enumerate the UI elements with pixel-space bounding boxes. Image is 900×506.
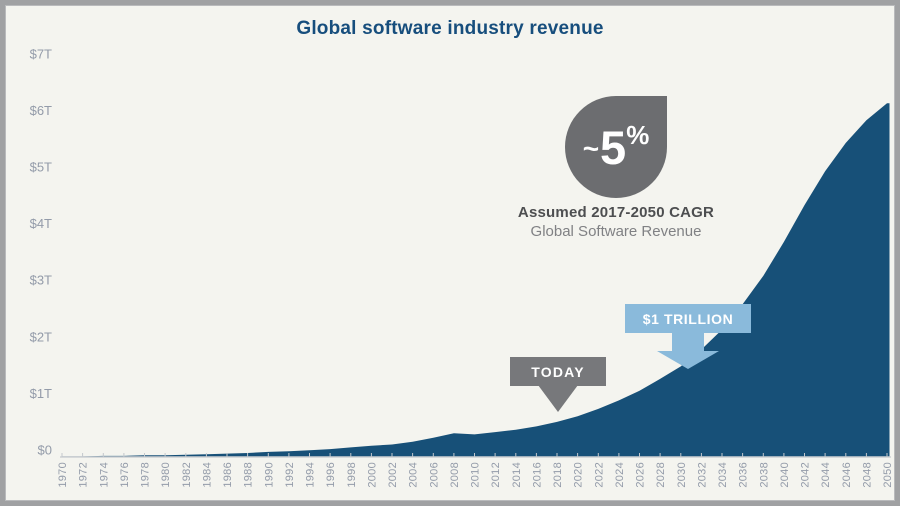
y-tick-label: $6T	[30, 103, 52, 118]
x-tick-label: 2022	[593, 462, 605, 488]
x-tick-label: 1974	[98, 462, 110, 488]
x-tick-label: 1982	[181, 462, 193, 488]
x-tick-label: 2030	[676, 462, 688, 488]
x-tick-label: 1988	[243, 462, 255, 488]
x-axis	[60, 453, 891, 458]
x-tick-label: 2004	[408, 462, 420, 488]
cagr-droplet-badge: ~5%	[565, 96, 667, 198]
x-tick-label: 2010	[470, 462, 482, 488]
x-tick-label: 2036	[738, 462, 750, 488]
cagr-percent-symbol: %	[626, 119, 650, 150]
y-tick-label: $5T	[30, 160, 52, 175]
x-tick-label: 2006	[428, 462, 440, 488]
x-tick-label: 1990	[263, 462, 275, 488]
area-series	[62, 103, 890, 458]
x-tick-label: 1984	[201, 462, 213, 488]
x-tick-label: 2044	[820, 462, 832, 488]
revenue-area-path	[62, 103, 890, 458]
cagr-caption-line1: Assumed 2017-2050 CAGR	[517, 204, 715, 221]
x-tick-label: 2026	[635, 462, 647, 488]
cagr-caption: Assumed 2017-2050 CAGR Global Software R…	[491, 204, 741, 240]
cagr-caption-line2: Global Software Revenue	[530, 223, 702, 240]
x-tick-label: 2038	[758, 462, 770, 488]
x-tick-label: 2012	[490, 462, 502, 488]
x-tick-label: 2014	[511, 462, 523, 488]
today-label: TODAY	[531, 363, 585, 380]
today-marker: TODAY	[510, 357, 606, 412]
x-tick-label: 1996	[325, 462, 337, 488]
x-tick-label: 2046	[841, 462, 853, 488]
x-tick-label: 2024	[614, 462, 626, 488]
revenue-area-chart: $0 $1T $2T $3T $4T $5T $6T $7T 1970 1972 1974 1976…	[30, 46, 894, 488]
trillion-label: $1 TRILLION	[642, 310, 734, 327]
x-tick-label: 2028	[655, 462, 667, 488]
y-tick-label: $2T	[30, 329, 52, 344]
x-tick-label: 2034	[717, 462, 729, 488]
y-tick-label: $7T	[30, 46, 52, 61]
x-axis-labels: 1970 1972 1974 1976 1978 1980 1982 1984 1986 1988…	[57, 462, 894, 488]
x-tick-label: 2050	[882, 462, 894, 488]
chart-title: Global software industry revenue	[296, 18, 604, 39]
today-pointer-icon	[538, 385, 578, 412]
x-tick-label: 2000	[366, 462, 378, 488]
x-tick-label: 1986	[222, 462, 234, 488]
x-tick-label: 1972	[78, 462, 90, 488]
x-tick-label: 1994	[305, 462, 317, 488]
x-tick-label: 2020	[573, 462, 585, 488]
cagr-approx-symbol: ~	[582, 133, 600, 164]
x-tick-label: 2048	[861, 462, 873, 488]
x-tick-label: 2018	[552, 462, 564, 488]
x-tick-label: 2042	[800, 462, 812, 488]
y-axis-labels: $0 $1T $2T $3T $4T $5T $6T $7T	[30, 46, 52, 457]
trillion-arrow-head-icon	[657, 351, 719, 369]
x-tick-label: 1998	[346, 462, 358, 488]
y-tick-label: $0	[38, 443, 52, 458]
trillion-arrow-icon	[672, 332, 704, 352]
y-tick-label: $4T	[30, 216, 52, 231]
x-tick-label: 2008	[449, 462, 461, 488]
x-tick-label: 1976	[119, 462, 131, 488]
x-tick-label: 1970	[57, 462, 69, 488]
x-tick-label: 1992	[284, 462, 296, 488]
trillion-marker: $1 TRILLION	[625, 304, 751, 333]
x-tick-label: 1980	[160, 462, 172, 488]
y-tick-label: $3T	[30, 273, 52, 288]
x-tick-label: 2040	[779, 462, 791, 488]
y-tick-label: $1T	[30, 386, 52, 401]
x-tick-label: 1978	[140, 462, 152, 488]
x-tick-label: 2032	[696, 462, 708, 488]
cagr-rate-value: 5	[600, 120, 627, 174]
x-tick-label: 2016	[531, 462, 543, 488]
x-tick-label: 2002	[387, 462, 399, 488]
